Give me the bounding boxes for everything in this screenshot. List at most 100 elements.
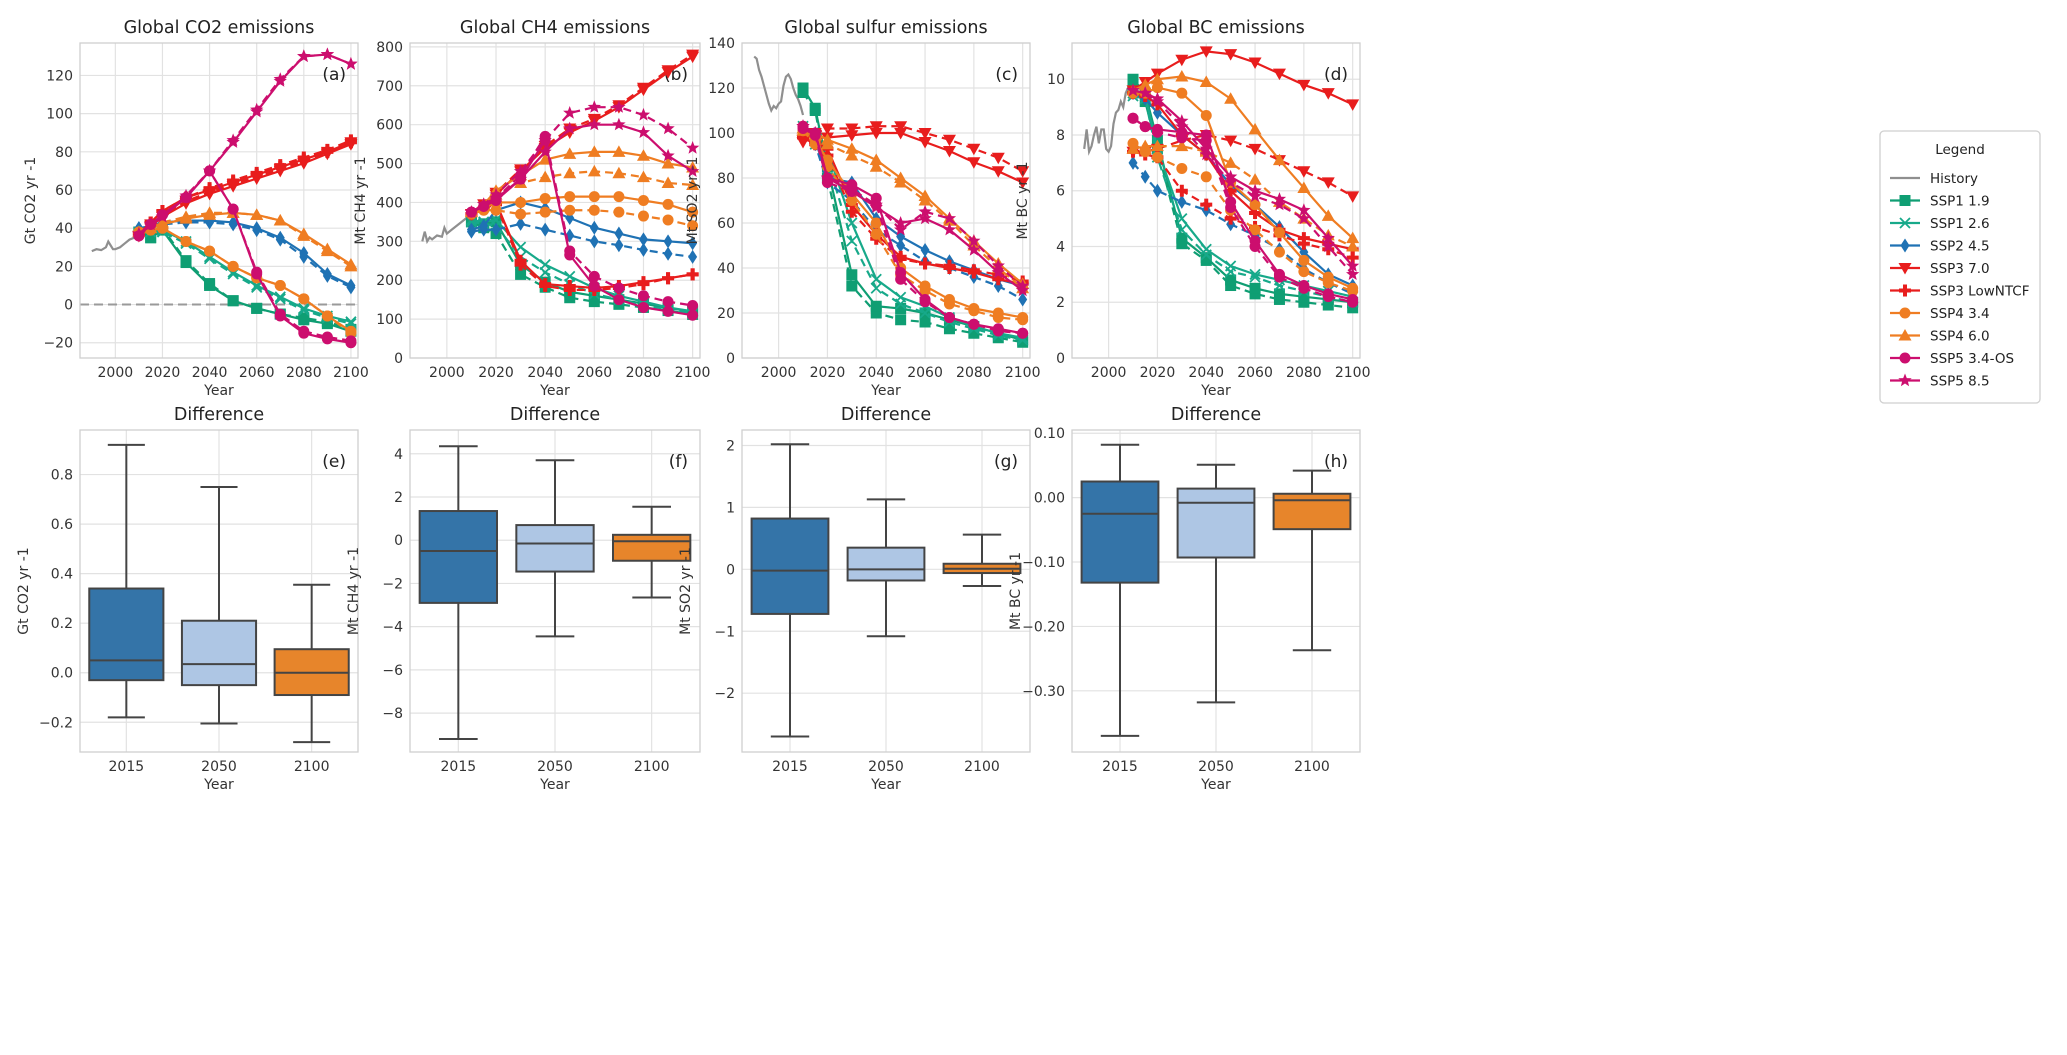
data-point <box>1175 184 1188 197</box>
solid-line <box>138 169 352 344</box>
data-point <box>1199 46 1213 58</box>
history-line <box>753 55 805 116</box>
data-point <box>687 220 699 232</box>
legend-marker <box>1898 373 1912 387</box>
x-tick-label: 2100 <box>333 365 369 381</box>
data-point <box>613 191 625 203</box>
data-point <box>227 260 239 272</box>
data-point <box>869 128 883 140</box>
data-point <box>919 316 931 328</box>
dashed-line <box>802 91 1023 344</box>
data-point <box>1321 88 1335 100</box>
y-tick-label: −20 <box>43 336 73 352</box>
x-tick-label: 2100 <box>1005 365 1041 381</box>
legend-label: SSP2 4.5 <box>1930 239 1990 255</box>
data-point <box>274 279 286 291</box>
data-point <box>688 236 698 251</box>
legend-entry: SSP1 2.6 <box>1890 216 1990 232</box>
data-point <box>637 301 649 313</box>
data-point <box>663 234 673 249</box>
box-2100 <box>942 533 1022 588</box>
data-point <box>846 269 858 281</box>
box-iqr <box>418 510 498 604</box>
data-point <box>539 206 551 218</box>
y-tick-label: 0 <box>726 351 735 367</box>
data-point <box>1273 288 1285 300</box>
data-point <box>321 145 334 158</box>
legend-marker <box>1900 238 1910 253</box>
data-point <box>538 133 552 146</box>
y-tick-label: 40 <box>717 261 735 277</box>
data-point <box>250 104 264 118</box>
data-point <box>1150 72 1164 85</box>
data-point <box>845 184 859 198</box>
data-point <box>1200 198 1213 211</box>
y-tick-label: 120 <box>708 81 735 97</box>
data-point <box>686 178 700 190</box>
box-iqr <box>515 524 595 573</box>
panel-letter: (a) <box>322 65 346 85</box>
data-point <box>250 208 264 220</box>
data-point <box>515 208 527 220</box>
data-point <box>895 291 907 303</box>
data-point <box>638 242 648 257</box>
y-tick-label: 20 <box>717 306 735 322</box>
data-point <box>687 206 699 218</box>
x-axis-label: Year <box>539 383 570 399</box>
data-point <box>250 168 263 181</box>
y-tick-label: 4 <box>394 447 403 463</box>
panel-letter: (g) <box>994 452 1018 472</box>
data-point <box>563 166 577 179</box>
data-point <box>1273 246 1285 258</box>
data-point <box>686 141 700 154</box>
box-iqr <box>180 619 258 687</box>
data-point <box>613 294 625 306</box>
box-2015 <box>750 443 830 738</box>
x-axis-label: Year <box>203 383 234 399</box>
y-tick-label: 4 <box>1056 239 1065 255</box>
data-point <box>297 227 311 239</box>
data-point <box>1175 139 1189 152</box>
data-point <box>273 214 287 226</box>
data-point <box>298 293 310 305</box>
data-point <box>1150 139 1164 152</box>
box-iqr <box>612 533 692 562</box>
data-point <box>1248 183 1262 197</box>
data-point <box>869 153 883 165</box>
data-point <box>275 230 285 245</box>
data-point <box>465 216 478 228</box>
data-point <box>612 117 626 131</box>
data-point <box>661 157 675 169</box>
x-tick-label: 2060 <box>907 365 943 381</box>
data-point <box>1127 73 1139 85</box>
legend-entry: SSP1 1.9 <box>1890 194 1990 210</box>
data-point <box>155 209 170 223</box>
data-point <box>1199 141 1213 155</box>
x-tick-label: 2040 <box>192 365 228 381</box>
data-point <box>227 295 239 307</box>
panel-bc: 0 2 4 6 8 10 2000 2020 2040 2060 2080 2100 Global BC… <box>1015 18 1370 399</box>
data-point <box>1151 123 1163 135</box>
x-tick-label: 2015 <box>1102 759 1138 775</box>
data-point <box>636 84 650 97</box>
box-2100 <box>1272 469 1352 652</box>
data-point <box>345 316 357 328</box>
data-point <box>539 193 551 205</box>
data-point <box>896 238 906 253</box>
data-point <box>588 204 600 216</box>
data-point <box>1248 189 1262 202</box>
data-point <box>1224 135 1238 148</box>
axes-frame <box>1071 429 1361 753</box>
data-point <box>490 216 502 228</box>
box-2050 <box>180 485 258 725</box>
panel-letter: (f) <box>669 452 688 472</box>
y-tick-label: −8 <box>382 706 403 722</box>
data-point <box>845 130 859 142</box>
y-tick-label: −0.2 <box>39 715 73 731</box>
data-point <box>1346 191 1360 203</box>
box-iqr <box>88 587 165 682</box>
y-tick-label: −0.10 <box>1022 555 1065 571</box>
box-iqr <box>1080 480 1160 584</box>
data-point <box>563 121 577 135</box>
